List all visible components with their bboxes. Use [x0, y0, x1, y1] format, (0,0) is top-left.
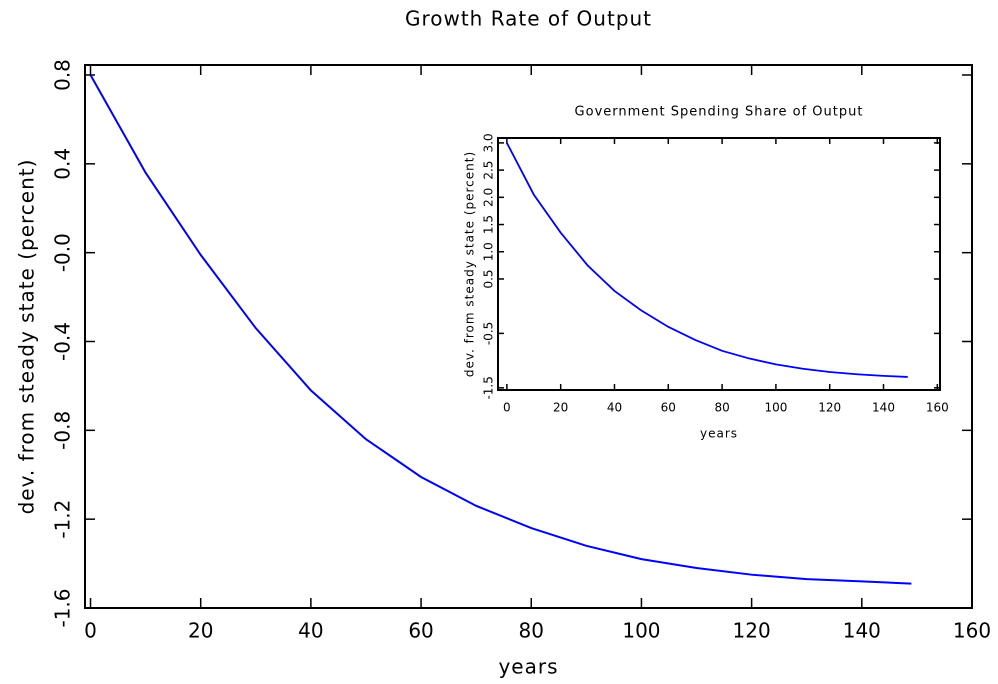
- x-tick-label: 60: [408, 619, 433, 643]
- y-tick-label: -0.5: [482, 322, 496, 345]
- y-tick-label: 1.0: [482, 242, 496, 261]
- x-tick-label: 20: [188, 619, 213, 643]
- x-tick-label: 120: [818, 401, 841, 415]
- y-tick-label: -1.2: [51, 500, 75, 539]
- x-tick-label: 40: [298, 619, 323, 643]
- x-tick-label: 60: [661, 401, 676, 415]
- y-tick-label: 0.8: [51, 59, 75, 91]
- x-tick-label: 100: [764, 401, 787, 415]
- x-tick-label: 160: [926, 401, 949, 415]
- x-tick-label: 20: [553, 401, 568, 415]
- y-tick-label: 3.0: [482, 133, 496, 152]
- x-tick-label: 120: [733, 619, 771, 643]
- x-axis-label: years: [700, 427, 738, 441]
- y-tick-label: -0.0: [51, 233, 75, 272]
- data-line: [89, 74, 912, 585]
- x-tick-label: 40: [607, 401, 622, 415]
- chart-title: Government Spending Share of Output: [575, 105, 864, 120]
- chart-title: Growth Rate of Output: [405, 7, 652, 31]
- plot-frame: [497, 137, 941, 391]
- y-tick-label: -1.6: [51, 588, 75, 627]
- y-tick-label: -0.8: [51, 411, 75, 450]
- y-tick-label: 1.5: [482, 215, 496, 234]
- y-tick-label: -0.4: [51, 322, 75, 361]
- data-line: [506, 142, 908, 378]
- y-tick-label: -1.5: [482, 376, 496, 399]
- y-tick-label: 2.0: [482, 188, 496, 207]
- x-tick-label: 100: [622, 619, 660, 643]
- y-tick-label: 2.5: [482, 161, 496, 180]
- y-axis-label: dev. from steady state (percent): [463, 151, 477, 377]
- x-tick-label: 80: [714, 401, 729, 415]
- y-tick-label: 0.4: [51, 148, 75, 180]
- x-tick-label: 140: [843, 619, 881, 643]
- x-tick-label: 140: [872, 401, 895, 415]
- x-tick-label: 80: [519, 619, 544, 643]
- x-axis-label: years: [498, 655, 558, 679]
- x-tick-label: 0: [503, 401, 511, 415]
- x-tick-label: 0: [84, 619, 97, 643]
- x-tick-label: 160: [953, 619, 991, 643]
- y-tick-label: 0.5: [482, 269, 496, 288]
- y-axis-label: dev. from steady state (percent): [15, 159, 39, 515]
